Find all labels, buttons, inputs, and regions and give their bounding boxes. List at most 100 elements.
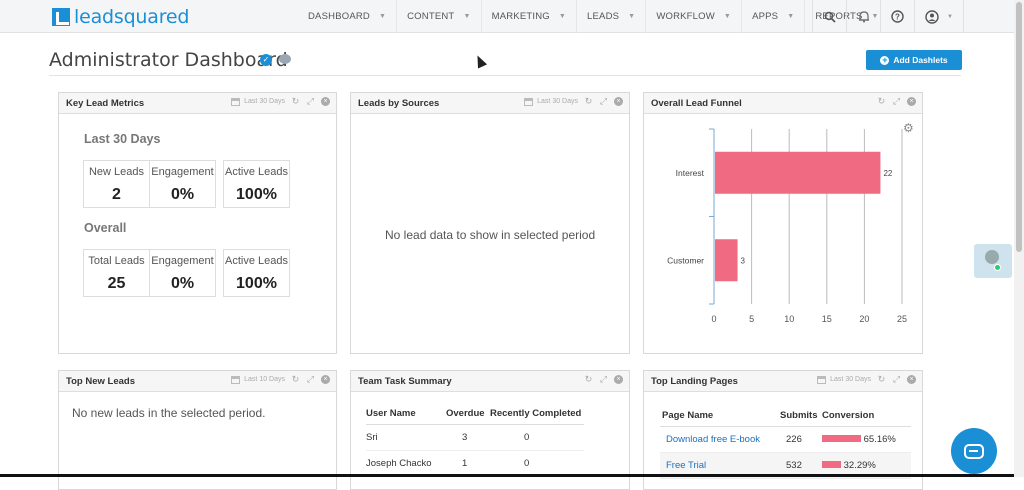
dashlet-controls: ↻ ⤢ × xyxy=(584,375,623,384)
period-label: Last 10 Days xyxy=(244,376,285,383)
close-icon[interactable]: × xyxy=(614,97,623,106)
completed-cell: 0 xyxy=(490,450,584,477)
metric-label: Total Leads xyxy=(88,255,145,267)
conversion-cell: 65.16% xyxy=(822,426,911,453)
bell-icon[interactable] xyxy=(846,0,880,33)
page-link[interactable]: Download free E-book xyxy=(666,433,760,445)
data-label: 22 xyxy=(883,169,892,178)
chevron-down-icon: ▼ xyxy=(558,13,567,20)
empty-state-message: No lead data to show in selected period xyxy=(385,228,596,242)
nav-marketing[interactable]: MARKETING ▼ xyxy=(482,0,578,33)
refresh-icon[interactable]: ↻ xyxy=(877,374,886,384)
table-row[interactable]: Sri 3 0 xyxy=(366,424,584,451)
metric-value: 25 xyxy=(107,275,126,292)
help-icon[interactable]: ? xyxy=(880,0,914,33)
nav-label: REPORTS xyxy=(815,11,863,22)
dashlet-overall-lead-funnel: Overall Lead Funnel ↻ ⤢ × ⚙ 0 5 10 15 20 25 In… xyxy=(643,92,923,354)
expand-icon[interactable]: ⤢ xyxy=(306,96,315,106)
chat-button[interactable] xyxy=(951,428,997,474)
x-tick-label: 15 xyxy=(822,314,832,324)
close-icon[interactable]: × xyxy=(907,375,916,384)
calendar-icon xyxy=(524,97,534,106)
close-icon[interactable]: × xyxy=(907,97,916,106)
page-header: Administrator Dashboard ✓ + Add Dashlets xyxy=(49,46,962,76)
chevron-down-icon: ▼ xyxy=(463,13,471,20)
nav-apps[interactable]: APPS ▼ xyxy=(742,0,806,33)
chevron-down-icon: ▼ xyxy=(723,13,732,20)
nav-content[interactable]: CONTENT ▼ xyxy=(397,0,482,33)
x-tick-label: 5 xyxy=(749,314,754,324)
metric-total-leads: Total Leads 25 xyxy=(83,249,150,297)
refresh-icon[interactable]: ↻ xyxy=(291,96,300,106)
metric-active-leads-overall: Active Leads 100% xyxy=(223,249,290,297)
dashlet-header: Leads by Sources Last 30 Days ↻ ⤢ × xyxy=(351,93,629,114)
refresh-icon[interactable]: ↻ xyxy=(584,374,593,384)
landing-pages-table: Page Name Submits Conversion Download fr… xyxy=(660,406,911,479)
expand-icon[interactable]: ⤢ xyxy=(892,374,901,384)
dashlet-team-task-summary: Team Task Summary ↻ ⤢ × User Name Overdu… xyxy=(350,370,630,490)
comment-icon[interactable] xyxy=(279,54,291,64)
add-dashlets-label: Add Dashlets xyxy=(893,55,948,65)
page-name-cell: Download free E-book xyxy=(660,426,780,453)
conversion-bar xyxy=(822,435,861,443)
refresh-icon[interactable]: ↻ xyxy=(877,96,886,106)
close-icon[interactable]: × xyxy=(321,97,330,106)
period-selector[interactable]: Last 30 Days xyxy=(231,97,285,106)
period-selector[interactable]: Last 10 Days xyxy=(231,375,285,384)
nav-dashboard[interactable]: DASHBOARD ▼ xyxy=(298,0,398,33)
refresh-icon[interactable]: ↻ xyxy=(291,374,300,384)
logo[interactable]: leadsquared xyxy=(52,6,189,28)
dashlet-title: Top Landing Pages xyxy=(651,376,738,387)
nav-workflow[interactable]: WORKFLOW ▼ xyxy=(646,0,743,33)
metric-label: Active Leads xyxy=(225,166,288,178)
overdue-cell: 3 xyxy=(446,424,490,451)
column-header: Submits xyxy=(780,406,822,427)
scroll-thumb[interactable] xyxy=(1016,2,1022,252)
metric-value: 100% xyxy=(236,275,277,292)
nav-reports[interactable]: REPORTS ▼ xyxy=(805,0,888,33)
period-selector[interactable]: Last 30 Days xyxy=(524,97,578,106)
chevron-down-icon: ▼ xyxy=(947,13,953,20)
period-label: Last 30 Days xyxy=(830,376,871,383)
agent-avatar[interactable] xyxy=(974,244,1012,278)
team-task-table: User Name Overdue Recently Completed Sri… xyxy=(366,404,584,477)
user-name-cell: Joseph Chacko xyxy=(366,450,446,477)
chevron-down-icon: ▼ xyxy=(787,13,795,20)
search-icon[interactable] xyxy=(812,0,846,33)
calendar-icon xyxy=(231,97,241,106)
nav-leads[interactable]: LEADS ▼ xyxy=(577,0,647,33)
funnel-bar xyxy=(715,239,738,282)
close-icon[interactable]: × xyxy=(321,375,330,384)
dashlet-title: Leads by Sources xyxy=(358,98,440,109)
column-header: Page Name xyxy=(660,406,780,427)
page-scrollbar[interactable] xyxy=(1014,0,1024,477)
nav-label: LEADS xyxy=(587,11,620,22)
metric-label: Engagement xyxy=(151,255,214,267)
period-selector[interactable]: Last 30 Days xyxy=(817,375,871,384)
empty-state-message: No new leads in the selected period. xyxy=(72,406,266,420)
table-row[interactable]: Joseph Chacko 1 0 xyxy=(366,450,584,477)
plus-icon: + xyxy=(880,54,890,65)
column-header: Conversion xyxy=(822,406,911,427)
expand-icon[interactable]: ⤢ xyxy=(599,374,608,384)
period-label: Last 30 Days xyxy=(537,98,578,105)
chart-settings-gear-icon[interactable]: ⚙ xyxy=(903,121,914,135)
nav-label: DASHBOARD xyxy=(308,11,370,22)
metric-value: 0% xyxy=(170,186,195,203)
refresh-icon[interactable]: ↻ xyxy=(584,96,593,106)
x-tick-label: 20 xyxy=(859,314,869,324)
expand-icon[interactable]: ⤢ xyxy=(599,96,608,106)
expand-icon[interactable]: ⤢ xyxy=(892,96,901,106)
dashlet-top-landing-pages: Top Landing Pages Last 30 Days ↻ ⤢ × Pag… xyxy=(643,370,923,490)
conversion-value: 65.16% xyxy=(863,433,896,445)
page-link[interactable]: Free Trial xyxy=(666,459,707,471)
close-icon[interactable]: × xyxy=(614,375,623,384)
column-header: User Name xyxy=(366,404,446,425)
nav-label: WORKFLOW xyxy=(656,11,715,22)
add-dashlets-button[interactable]: + Add Dashlets xyxy=(866,50,962,70)
dashlet-header: Top Landing Pages Last 30 Days ↻ ⤢ × xyxy=(644,371,922,392)
dashlet-top-new-leads: Top New Leads Last 10 Days ↻ ⤢ × No new … xyxy=(58,370,337,490)
user-icon[interactable]: ▼ xyxy=(914,0,964,33)
funnel-bar xyxy=(715,151,881,194)
expand-icon[interactable]: ⤢ xyxy=(306,374,315,384)
